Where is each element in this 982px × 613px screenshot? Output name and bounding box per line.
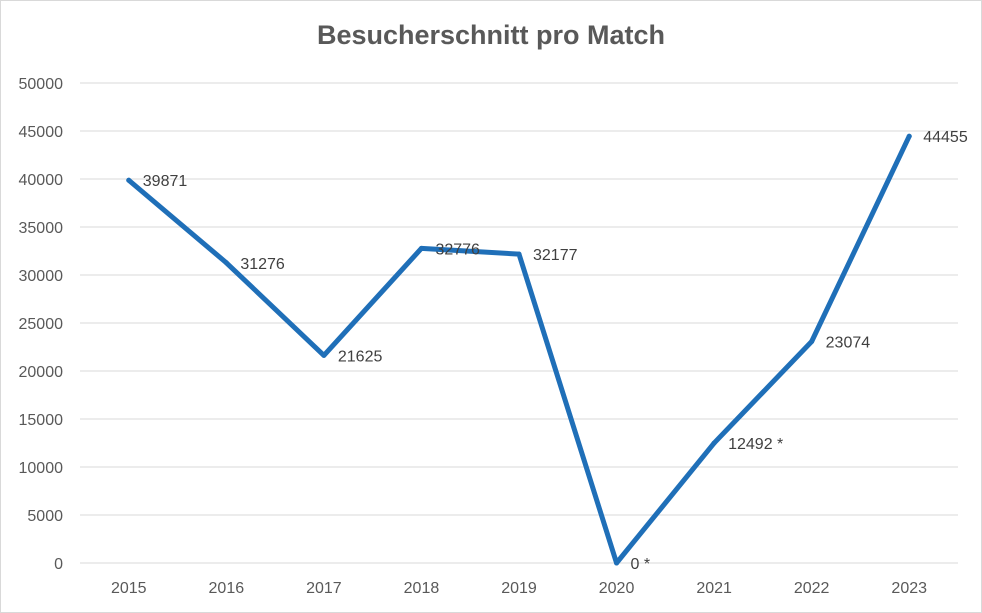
y-tick-label: 40000 [19,172,64,189]
series-line [126,133,912,566]
x-tick-label: 2018 [404,580,440,597]
chart-title: Besucherschnitt pro Match [316,20,666,50]
x-tick-label: 2016 [209,580,245,597]
y-tick-label: 45000 [19,124,64,141]
data-label: 39871 [143,173,188,190]
data-point [809,338,815,344]
data-label: 23074 [826,334,871,351]
data-point [906,133,912,139]
data-point [418,245,424,251]
data-label: 21625 [338,348,383,365]
data-label: 32177 [533,247,578,264]
data-point [126,177,132,183]
data-label: 0 * [631,556,651,573]
data-label: 44455 [923,129,968,146]
x-tick-label: 2022 [794,580,830,597]
data-point [614,560,620,566]
y-tick-label: 30000 [19,268,64,285]
y-tick-label: 5000 [27,508,63,525]
x-tick-label: 2021 [696,580,732,597]
data-label: 12492 * [728,436,783,453]
data-point [223,260,229,266]
data-point [516,251,522,257]
x-tick-label: 2023 [891,580,927,597]
data-label: 31276 [240,256,285,273]
data-point [711,440,717,446]
x-tick-label: 2017 [306,580,342,597]
data-point [321,352,327,358]
y-tick-label: 25000 [19,316,64,333]
y-tick-label: 10000 [19,460,64,477]
x-tick-label: 2019 [501,580,537,597]
y-tick-label: 35000 [19,220,64,237]
y-tick-label: 15000 [19,412,64,429]
y-tick-label: 50000 [19,76,64,93]
y-tick-label: 0 [54,556,63,573]
x-tick-label: 2015 [111,580,147,597]
y-tick-label: 20000 [19,364,64,381]
x-tick-label: 2020 [599,580,635,597]
data-label: 32776 [435,241,480,258]
